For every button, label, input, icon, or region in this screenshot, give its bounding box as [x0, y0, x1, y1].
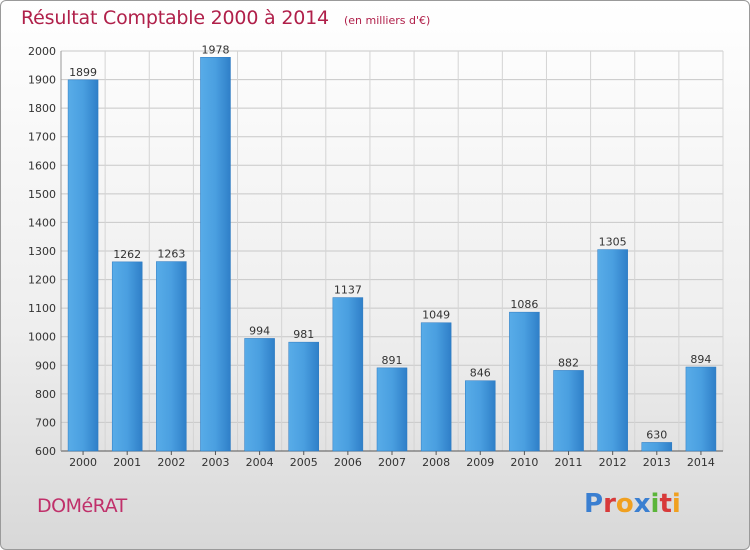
y-tick-label: 1700 [28, 131, 56, 144]
y-tick-label: 1900 [28, 74, 56, 87]
data-label: 1899 [69, 66, 97, 79]
brand-letter: i [650, 489, 660, 519]
y-tick-label: 900 [35, 359, 56, 372]
data-label: 1978 [201, 43, 229, 56]
brand-logo: Proxiti [584, 489, 681, 519]
brand-letter: i [671, 489, 681, 519]
y-tick-label: 1200 [28, 274, 56, 287]
bar [685, 366, 717, 452]
data-label: 994 [249, 324, 270, 337]
y-tick-label: 1300 [28, 245, 56, 258]
chart-header: Résultat Comptable 2000 à 2014 (en milli… [21, 7, 430, 29]
data-label: 1137 [334, 284, 362, 297]
x-tick-label: 2002 [157, 456, 185, 469]
y-tick-label: 1500 [28, 188, 56, 201]
y-tick-label: 1400 [28, 216, 56, 229]
chart-title: Résultat Comptable 2000 à 2014 [21, 7, 329, 29]
x-tick-label: 2003 [201, 456, 229, 469]
brand-letter: r [603, 489, 616, 519]
x-tick-label: 2005 [290, 456, 318, 469]
x-tick-label: 2010 [510, 456, 538, 469]
x-tick-label: 2004 [246, 456, 274, 469]
brand-letter: x [633, 489, 651, 519]
chart-unit: (en milliers d'€) [343, 14, 431, 27]
bar [509, 311, 540, 452]
x-tick-label: 2001 [113, 456, 141, 469]
bar [597, 249, 628, 452]
x-tick-label: 2013 [643, 456, 671, 469]
data-label: 846 [470, 367, 491, 380]
bar [420, 322, 452, 452]
bar [288, 341, 319, 452]
bar [465, 380, 496, 452]
x-tick-label: 2009 [466, 456, 494, 469]
x-tick-label: 2006 [334, 456, 362, 469]
bar [641, 442, 673, 452]
x-tick-label: 2012 [599, 456, 627, 469]
y-tick-label: 700 [35, 416, 56, 429]
data-labels: 1899 1262 1263 1978 994 981 1137 891 1049 846 1086… [69, 43, 711, 441]
data-label: 894 [690, 353, 711, 366]
bars [67, 57, 717, 452]
bar [111, 261, 143, 452]
bar [376, 367, 408, 452]
x-tick-label: 2007 [378, 456, 406, 469]
bar [200, 57, 231, 452]
town-name: DOMéRAT [37, 495, 127, 517]
y-tick-label: 600 [35, 445, 56, 458]
y-tick-label: 1000 [28, 331, 56, 344]
data-label: 1049 [422, 309, 450, 322]
bar [553, 370, 584, 452]
brand-letter: P [584, 489, 604, 519]
x-tick-label: 2000 [69, 456, 97, 469]
data-label: 1262 [113, 248, 141, 261]
bar [332, 297, 364, 452]
x-tick-label: 2008 [422, 456, 450, 469]
data-label: 891 [382, 354, 403, 367]
data-label: 1305 [599, 236, 627, 249]
data-label: 1263 [157, 248, 185, 261]
y-tick-label: 1100 [28, 302, 56, 315]
y-tick-label: 800 [35, 388, 56, 401]
bar [67, 79, 99, 452]
data-label: 882 [558, 356, 579, 369]
x-tick-label: 2014 [687, 456, 715, 469]
y-tick-label: 2000 [28, 45, 56, 58]
brand-letter: o [615, 489, 634, 519]
bar [244, 338, 275, 452]
brand-letter: t [659, 489, 672, 519]
y-tick-label: 1600 [28, 159, 56, 172]
y-tick-label: 1800 [28, 102, 56, 115]
data-label: 630 [646, 428, 667, 441]
data-label: 1086 [510, 298, 538, 311]
data-label: 981 [293, 328, 314, 341]
x-tick-label: 2011 [555, 456, 583, 469]
bar [156, 261, 187, 452]
